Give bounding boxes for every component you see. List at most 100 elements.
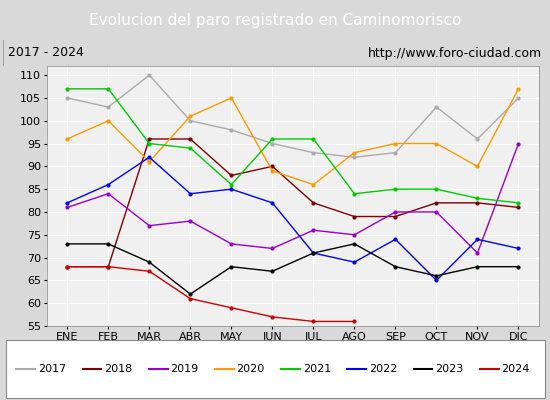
Text: 2019: 2019 [170, 364, 199, 374]
2024 [269, 314, 276, 319]
2018 [187, 136, 194, 141]
2018 [269, 164, 276, 169]
2024 [187, 296, 194, 301]
2021 [433, 187, 440, 192]
2017 [269, 141, 276, 146]
2019 [515, 141, 522, 146]
Line: 2019: 2019 [66, 142, 520, 254]
2018 [146, 136, 152, 141]
Text: 2020: 2020 [236, 364, 265, 374]
2020 [351, 150, 358, 155]
2019 [474, 251, 481, 256]
2022 [187, 191, 194, 196]
Line: 2017: 2017 [66, 74, 520, 159]
2023 [433, 274, 440, 278]
2023 [474, 264, 481, 269]
2022 [146, 155, 152, 160]
2019 [64, 205, 70, 210]
Line: 2022: 2022 [66, 156, 520, 282]
2021 [105, 86, 112, 91]
Text: Evolucion del paro registrado en Caminomorisco: Evolucion del paro registrado en Caminom… [89, 12, 461, 28]
2022 [433, 278, 440, 283]
2017 [228, 128, 235, 132]
2019 [310, 228, 317, 233]
2021 [310, 136, 317, 141]
2024 [228, 305, 235, 310]
2022 [474, 237, 481, 242]
Text: 2024: 2024 [502, 364, 530, 374]
Text: 2021: 2021 [302, 364, 331, 374]
2019 [187, 219, 194, 224]
2019 [228, 242, 235, 246]
2022 [515, 246, 522, 251]
2020 [433, 141, 440, 146]
2023 [392, 264, 399, 269]
2021 [146, 141, 152, 146]
2018 [310, 200, 317, 205]
Line: 2020: 2020 [66, 88, 520, 186]
2018 [515, 205, 522, 210]
2021 [187, 146, 194, 150]
2024 [310, 319, 317, 324]
2020 [392, 141, 399, 146]
FancyBboxPatch shape [6, 340, 544, 398]
2023 [310, 251, 317, 256]
2020 [474, 164, 481, 169]
2018 [474, 200, 481, 205]
2022 [351, 260, 358, 264]
2022 [392, 237, 399, 242]
2017 [351, 155, 358, 160]
2024 [64, 264, 70, 269]
2020 [187, 114, 194, 118]
2019 [351, 232, 358, 237]
2023 [515, 264, 522, 269]
2021 [474, 196, 481, 201]
2021 [351, 191, 358, 196]
2018 [351, 214, 358, 219]
Text: 2017: 2017 [38, 364, 66, 374]
2023 [228, 264, 235, 269]
2022 [310, 251, 317, 256]
2017 [392, 150, 399, 155]
2019 [146, 223, 152, 228]
2023 [64, 242, 70, 246]
2023 [146, 260, 152, 264]
Text: 2023: 2023 [435, 364, 464, 374]
2022 [269, 200, 276, 205]
2024 [351, 319, 358, 324]
2017 [310, 150, 317, 155]
2021 [228, 182, 235, 187]
2020 [310, 182, 317, 187]
2017 [105, 105, 112, 110]
2021 [515, 200, 522, 205]
2017 [187, 118, 194, 123]
Text: 2017 - 2024: 2017 - 2024 [8, 46, 84, 60]
2020 [269, 168, 276, 173]
2020 [146, 159, 152, 164]
2021 [269, 136, 276, 141]
2018 [64, 264, 70, 269]
2023 [351, 242, 358, 246]
Line: 2018: 2018 [66, 138, 520, 268]
Line: 2021: 2021 [66, 88, 520, 204]
2023 [269, 269, 276, 274]
2022 [228, 187, 235, 192]
2020 [515, 86, 522, 91]
2024 [146, 269, 152, 274]
2019 [105, 191, 112, 196]
2023 [187, 292, 194, 296]
2019 [269, 246, 276, 251]
Line: 2023: 2023 [66, 242, 520, 296]
2018 [392, 214, 399, 219]
2017 [433, 105, 440, 110]
2017 [515, 96, 522, 100]
2021 [64, 86, 70, 91]
Text: http://www.foro-ciudad.com: http://www.foro-ciudad.com [367, 46, 542, 60]
2018 [105, 264, 112, 269]
2022 [105, 182, 112, 187]
2018 [228, 173, 235, 178]
2020 [64, 136, 70, 141]
2024 [105, 264, 112, 269]
Line: 2024: 2024 [66, 265, 356, 323]
2018 [433, 200, 440, 205]
